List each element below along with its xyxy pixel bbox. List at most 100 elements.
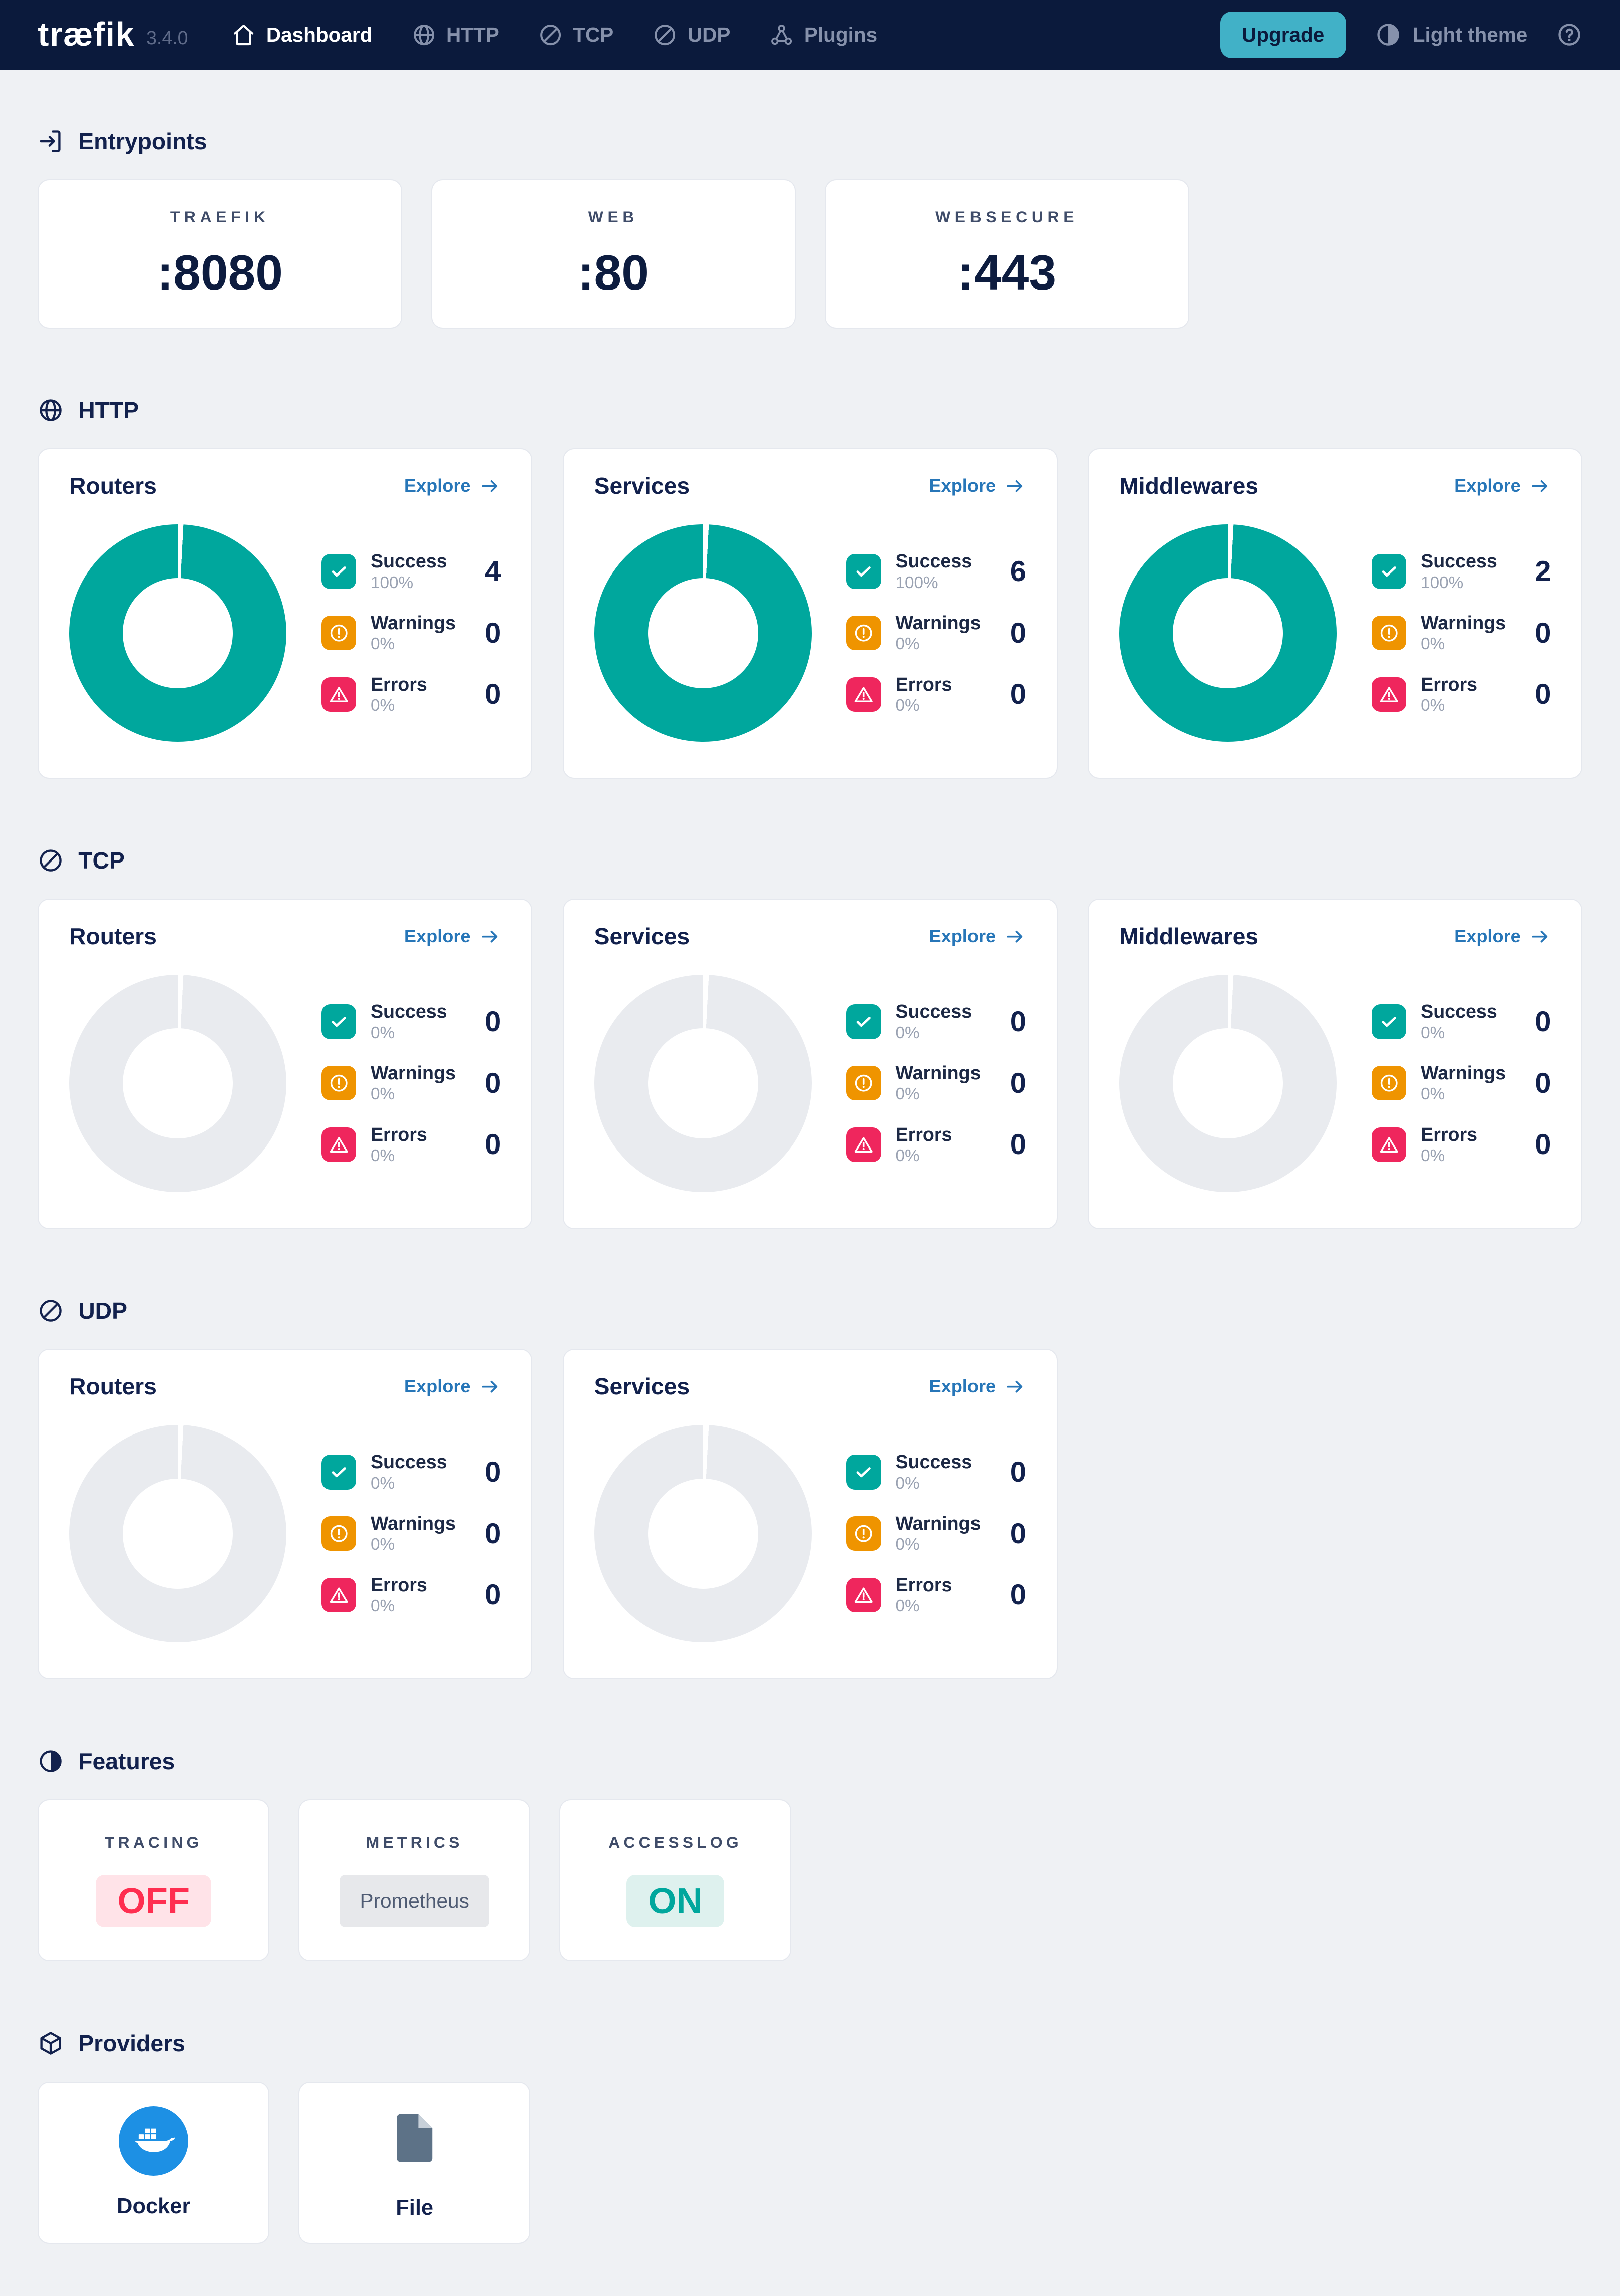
navbar-right: Upgrade Light theme xyxy=(1220,11,1583,59)
warning-icon xyxy=(321,1065,356,1101)
stat-warnings: Warnings 0% 0 xyxy=(1371,1062,1551,1104)
docker-icon xyxy=(119,2106,189,2176)
nav-item-http[interactable]: HTTP xyxy=(412,23,499,47)
warning-icon xyxy=(846,1065,881,1101)
nav-item-udp[interactable]: UDP xyxy=(653,23,730,47)
http-services-card: Services Explore Success 100% 6 xyxy=(562,448,1058,779)
stat-value: 0 xyxy=(1535,1067,1551,1099)
donut-chart xyxy=(69,524,287,742)
stat-label: Warnings xyxy=(370,1513,456,1534)
entrypoints-icon xyxy=(38,128,64,154)
stat-value: 0 xyxy=(485,1579,501,1611)
card-title: Routers xyxy=(69,1373,157,1400)
card-title: Middlewares xyxy=(1119,923,1259,950)
explore-label: Explore xyxy=(929,1376,996,1397)
explore-link[interactable]: Explore xyxy=(929,475,1026,497)
udp-routers-card: Routers Explore Success 0% 0 xyxy=(38,1349,533,1680)
stat-percent: 0% xyxy=(370,1146,395,1165)
entrypoint-name: WEBSECURE xyxy=(935,207,1079,226)
theme-toggle[interactable]: Light theme xyxy=(1375,22,1528,48)
explore-link[interactable]: Explore xyxy=(1454,475,1551,497)
success-check-icon xyxy=(1371,1004,1407,1039)
success-check-icon xyxy=(846,1455,881,1490)
nav-item-dashboard[interactable]: Dashboard xyxy=(231,23,372,47)
stat-errors: Errors 0% 0 xyxy=(321,673,501,716)
entrypoints-section-header: Entrypoints xyxy=(38,128,1582,155)
error-triangle-icon xyxy=(1371,677,1407,712)
explore-label: Explore xyxy=(929,475,996,496)
explore-label: Explore xyxy=(1454,475,1521,496)
stat-label: Errors xyxy=(370,1574,427,1595)
donut-chart xyxy=(594,974,812,1192)
explore-link[interactable]: Explore xyxy=(404,475,501,497)
stat-label: Warnings xyxy=(895,1062,981,1084)
warning-icon xyxy=(846,615,881,651)
stat-value: 0 xyxy=(485,1128,501,1161)
stats: Success 0% 0 Warnings 0% 0 Errors 0% 0 xyxy=(1371,1000,1551,1166)
upgrade-button[interactable]: Upgrade xyxy=(1220,11,1346,59)
stat-label: Success xyxy=(895,550,973,572)
entrypoint-name: WEB xyxy=(588,207,639,226)
explore-label: Explore xyxy=(404,475,471,496)
feature-name: METRICS xyxy=(366,1833,463,1852)
arrow-right-icon xyxy=(479,475,501,497)
stat-label: Success xyxy=(370,1451,447,1473)
stat-value: 0 xyxy=(485,1517,501,1550)
stat-percent: 0% xyxy=(895,1597,920,1615)
card-title: Services xyxy=(594,923,690,950)
stat-success: Success 0% 0 xyxy=(321,1000,501,1043)
stat-warnings: Warnings 0% 0 xyxy=(1371,612,1551,654)
explore-link[interactable]: Explore xyxy=(929,1376,1026,1397)
udp-section-header: UDP xyxy=(38,1297,1582,1324)
feature-card-tracing: TRACING OFF xyxy=(38,1799,270,1962)
section-title: Providers xyxy=(78,2030,185,2057)
stat-value: 2 xyxy=(1535,555,1551,588)
stat-value: 0 xyxy=(485,1067,501,1099)
stats: Success 0% 0 Warnings 0% 0 Errors 0% 0 xyxy=(846,1451,1026,1616)
stat-value: 0 xyxy=(1535,617,1551,649)
provider-card-file[interactable]: File xyxy=(298,2081,531,2244)
explore-link[interactable]: Explore xyxy=(1454,926,1551,947)
explore-link[interactable]: Explore xyxy=(929,926,1026,947)
provider-name: File xyxy=(396,2195,434,2220)
arrow-right-icon xyxy=(1529,926,1551,947)
stat-label: Errors xyxy=(370,1123,427,1145)
package-icon xyxy=(38,2030,64,2056)
file-icon xyxy=(384,2105,445,2177)
stat-value: 0 xyxy=(1010,617,1026,649)
stats: Success 100% 2 Warnings 0% 0 Errors 0% 0 xyxy=(1371,550,1551,715)
top-navbar: træfik 3.4.0 Dashboard HTTP TCP UDP Plug… xyxy=(0,0,1620,70)
warning-icon xyxy=(846,1516,881,1551)
stat-errors: Errors 0% 0 xyxy=(321,1123,501,1166)
stat-label: Errors xyxy=(370,673,427,695)
stat-warnings: Warnings 0% 0 xyxy=(321,1062,501,1104)
stat-errors: Errors 0% 0 xyxy=(1371,1123,1551,1166)
warning-icon xyxy=(1371,1065,1407,1101)
nav-item-plugins[interactable]: Plugins xyxy=(769,23,877,47)
help-icon xyxy=(1556,22,1582,48)
arrow-right-icon xyxy=(1004,926,1026,947)
stat-percent: 0% xyxy=(1421,1023,1445,1042)
stat-success: Success 0% 0 xyxy=(1371,1000,1551,1043)
card-title: Routers xyxy=(69,923,157,950)
stat-warnings: Warnings 0% 0 xyxy=(846,1512,1026,1555)
stat-value: 6 xyxy=(1010,555,1026,588)
provider-card-docker[interactable]: Docker xyxy=(38,2081,270,2244)
tcp-section-header: TCP xyxy=(38,847,1582,874)
nav-item-tcp[interactable]: TCP xyxy=(538,23,613,47)
theme-label: Light theme xyxy=(1412,23,1528,46)
stat-percent: 0% xyxy=(895,696,920,715)
section-title: HTTP xyxy=(78,397,139,423)
help-button[interactable] xyxy=(1556,22,1582,48)
http-routers-card: Routers Explore Success 100% 4 xyxy=(38,448,533,779)
stat-percent: 0% xyxy=(895,1146,920,1165)
explore-link[interactable]: Explore xyxy=(404,1376,501,1397)
stat-label: Errors xyxy=(1421,1123,1478,1145)
stat-value: 0 xyxy=(1010,1579,1026,1611)
nav-label: TCP xyxy=(573,23,614,46)
stat-percent: 0% xyxy=(895,1535,920,1554)
explore-link[interactable]: Explore xyxy=(404,926,501,947)
stat-warnings: Warnings 0% 0 xyxy=(321,612,501,654)
stat-value: 0 xyxy=(1535,1005,1551,1038)
